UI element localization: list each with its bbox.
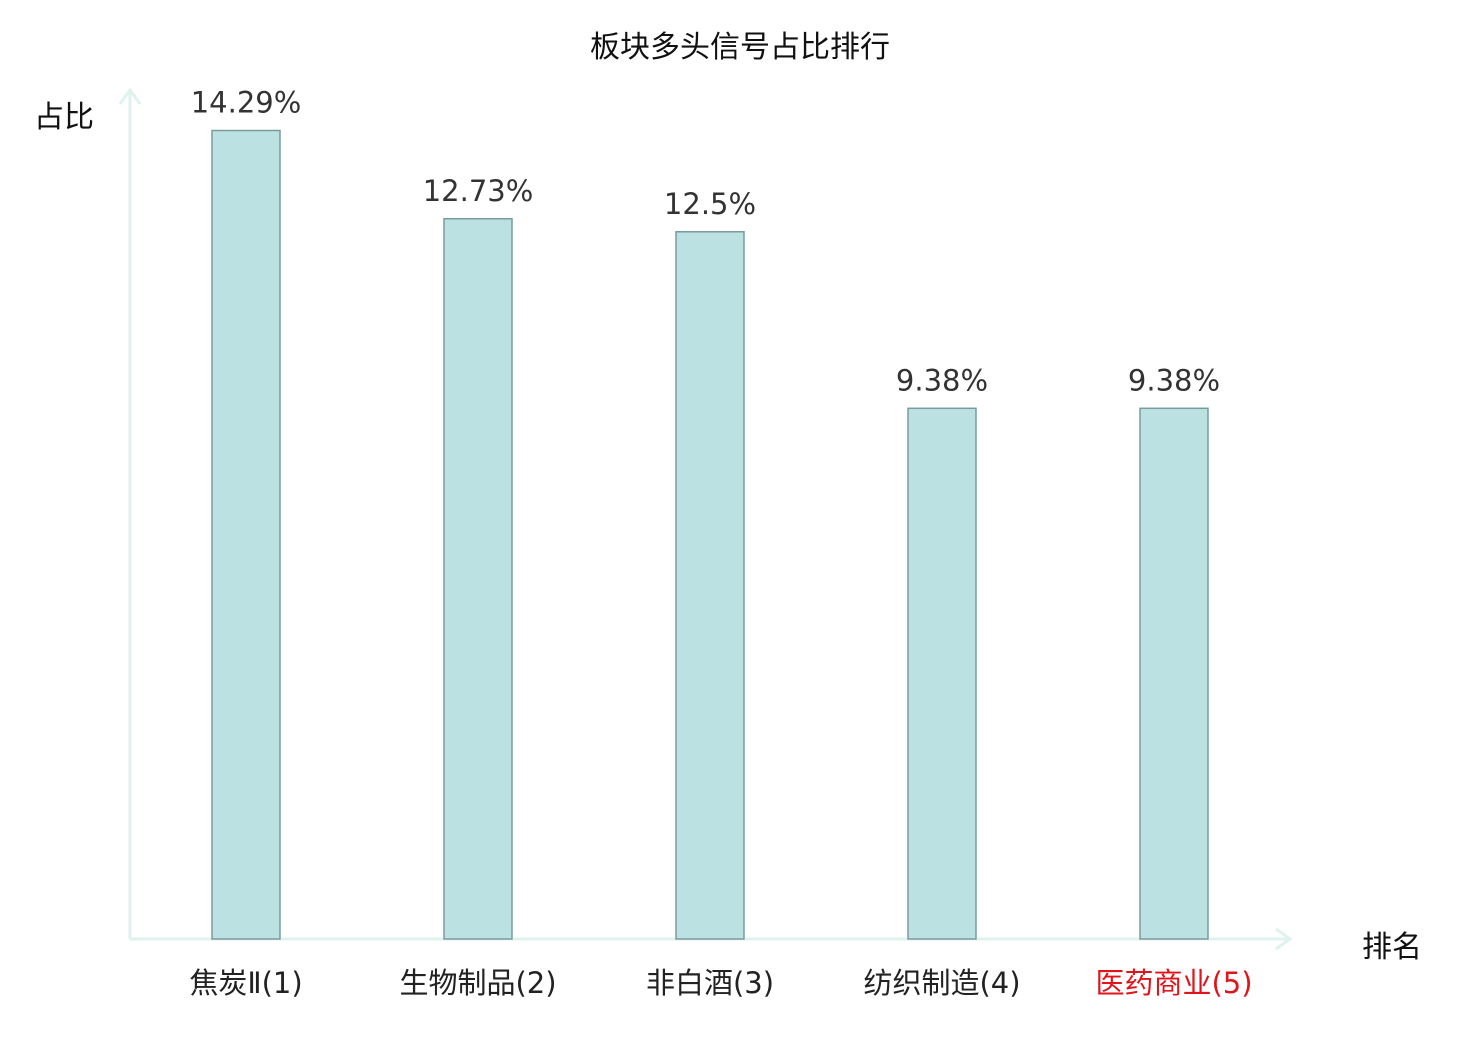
category-labels: 焦炭Ⅱ(1) 生物制品(2) 非白酒(3) 纺织制造(4) 医药商业(5) xyxy=(189,966,1252,1000)
category-tick-label: 纺织制造(4) xyxy=(863,966,1020,1000)
y-axis-arrow-icon xyxy=(118,87,142,105)
bar-value-label: 9.38% xyxy=(896,363,988,397)
bar xyxy=(443,218,513,940)
x-axis-label: 排名 xyxy=(1362,930,1422,965)
category-tick-label: 医药商业(5) xyxy=(1095,966,1252,1000)
bar-value-label: 12.73% xyxy=(423,174,534,208)
bars xyxy=(211,129,1209,940)
bar xyxy=(907,407,977,940)
bar xyxy=(1139,407,1209,940)
category-tick-label: 非白酒(3) xyxy=(646,966,774,1000)
bar-value-label: 14.29% xyxy=(191,86,302,120)
value-labels: 14.29% 12.73% 12.5% 9.38% 9.38% xyxy=(191,86,1220,398)
bar xyxy=(211,129,281,940)
x-axis-arrow-icon xyxy=(1275,927,1293,951)
category-tick-label: 生物制品(2) xyxy=(399,966,556,1000)
y-axis-label: 占比 xyxy=(34,100,94,135)
bar-value-label: 12.5% xyxy=(664,187,756,221)
bar xyxy=(675,231,745,940)
bar-value-label: 9.38% xyxy=(1128,363,1220,397)
chart-title: 板块多头信号占比排行 xyxy=(590,30,890,65)
category-tick-label: 焦炭Ⅱ(1) xyxy=(189,966,302,1000)
